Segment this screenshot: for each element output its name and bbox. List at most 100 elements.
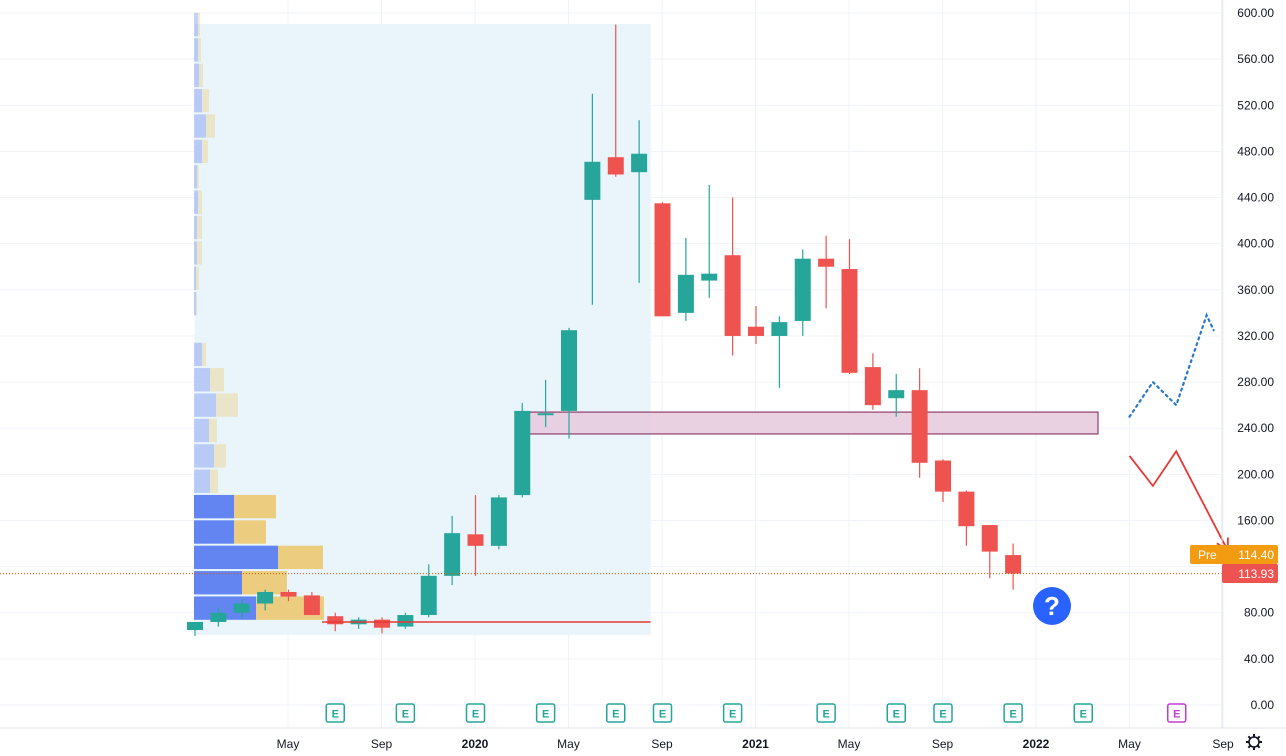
candle-body-down	[374, 619, 390, 628]
price-tick-label: 40.00	[1244, 652, 1274, 666]
time-tick-label: Sep	[932, 737, 954, 751]
earnings-marker-box	[1167, 703, 1187, 723]
candle-body-up	[794, 258, 811, 321]
volume-bar-down	[216, 393, 238, 417]
candle-body-up	[233, 603, 250, 613]
volume-bar-down	[214, 444, 226, 468]
candle-body-up	[257, 591, 274, 604]
time-tick-label: May	[1118, 737, 1141, 751]
earnings-marker-box	[606, 703, 626, 723]
candle-body-down	[280, 591, 297, 597]
volume-bar-down	[202, 88, 209, 113]
candle-body-down	[911, 390, 928, 463]
candle-body-down	[654, 203, 671, 317]
volume-bar-up	[194, 520, 234, 544]
price-tick-label: 400.00	[1237, 237, 1274, 251]
price-tick-label: 320.00	[1237, 329, 1274, 343]
time-tick-label: May	[557, 737, 580, 751]
candle-body-up	[514, 410, 531, 496]
price-labels: Pre 114.40 113.93	[1190, 545, 1278, 583]
candle-body-up	[771, 322, 788, 336]
projection-up-path[interactable]	[1128, 312, 1215, 418]
volume-bar-down	[197, 241, 202, 265]
volume-bar-down	[278, 545, 323, 570]
price-tick-label: 440.00	[1237, 191, 1274, 205]
price-tick-label: 80.00	[1244, 606, 1274, 620]
earnings-marker-letter: E	[612, 709, 619, 721]
earnings-marker-box	[1003, 703, 1023, 723]
volume-bar-down	[197, 165, 199, 189]
time-axis[interactable]: May Sep 2020 May Sep 2021 May Sep 2022 May Sep	[0, 727, 1286, 751]
time-tick-label: Sep	[1212, 737, 1234, 751]
volume-bar-up	[194, 241, 197, 265]
candle-body-down	[981, 525, 998, 552]
candle-body-down	[864, 367, 881, 406]
price-tick-label: 200.00	[1237, 467, 1274, 481]
earnings-marker-box	[535, 703, 556, 723]
volume-bar-down	[210, 368, 224, 392]
time-tick-label: Sep	[651, 737, 673, 751]
projection-drawings[interactable]	[1128, 312, 1229, 553]
volume-bar-up	[194, 418, 209, 443]
volume-bar-up	[194, 571, 242, 595]
price-tick-label: 600.00	[1237, 6, 1274, 20]
candle-body-up	[888, 390, 905, 399]
candle-body-up	[210, 612, 227, 622]
price-tick-label: 560.00	[1237, 52, 1274, 66]
volume-bar-down	[210, 469, 218, 493]
volume-bar-down	[196, 291, 197, 316]
projection-down-path[interactable]	[1128, 449, 1229, 551]
earnings-marker-box	[465, 703, 486, 723]
earnings-marker-letter: E	[542, 709, 549, 721]
price-tick-label: 520.00	[1237, 98, 1274, 112]
question-circle[interactable]	[1033, 587, 1071, 625]
time-tick-label: May	[277, 737, 300, 751]
support-zone-rect[interactable]	[526, 411, 1099, 435]
candle-body-down	[958, 491, 975, 527]
volume-bar-up	[194, 291, 196, 316]
volume-bar-up	[194, 88, 202, 113]
candle-body-down	[724, 255, 741, 336]
candle-body-up	[631, 153, 648, 173]
gear-ring	[1248, 736, 1260, 748]
volume-bar-down	[198, 12, 200, 37]
question-marker[interactable]: ?	[1033, 587, 1071, 625]
volume-bar-up	[194, 215, 197, 240]
volume-bar-down	[196, 266, 199, 290]
volume-bar-down	[199, 63, 203, 87]
candle-body-down	[327, 616, 344, 625]
settings-gear-icon[interactable]	[1246, 734, 1262, 750]
volume-bar-down	[242, 571, 287, 595]
volume-bar-down	[206, 114, 215, 138]
earnings-marker-box	[395, 703, 416, 723]
earnings-marker-letter: E	[893, 709, 900, 721]
earnings-marker-letter: E	[1009, 709, 1016, 721]
candle-body-up	[490, 497, 507, 546]
candle-body-down	[303, 595, 320, 616]
volume-bar-up	[194, 494, 234, 519]
range-highlight-box	[194, 24, 651, 635]
earnings-marker-letter: E	[472, 709, 479, 721]
pre-price-text: 114.40	[1238, 548, 1274, 562]
support-zone[interactable]	[526, 411, 1099, 435]
earnings-marker-letter: E	[939, 709, 946, 721]
volume-bar-up	[194, 139, 202, 164]
volume-bar-up	[194, 190, 198, 214]
earnings-marker-box	[652, 703, 673, 723]
current-price-box	[1222, 564, 1278, 583]
volume-bar-up	[194, 266, 196, 290]
volume-bar-up	[194, 63, 199, 87]
pre-label-box	[1190, 545, 1278, 564]
candle-body-up	[584, 161, 601, 200]
price-lines	[0, 573, 1222, 623]
volume-bar-up	[194, 165, 197, 189]
price-axis[interactable]: 0.0040.0080.00120.00160.00200.00240.0028…	[1221, 0, 1274, 728]
volume-bar-up	[194, 444, 214, 468]
volume-profile	[194, 12, 324, 620]
earnings-marker-letter: E	[402, 709, 409, 721]
volume-bar-down	[197, 215, 202, 240]
candlestick-series	[187, 24, 1022, 636]
volume-bar-down	[234, 494, 276, 519]
candle-body-down	[748, 326, 764, 336]
